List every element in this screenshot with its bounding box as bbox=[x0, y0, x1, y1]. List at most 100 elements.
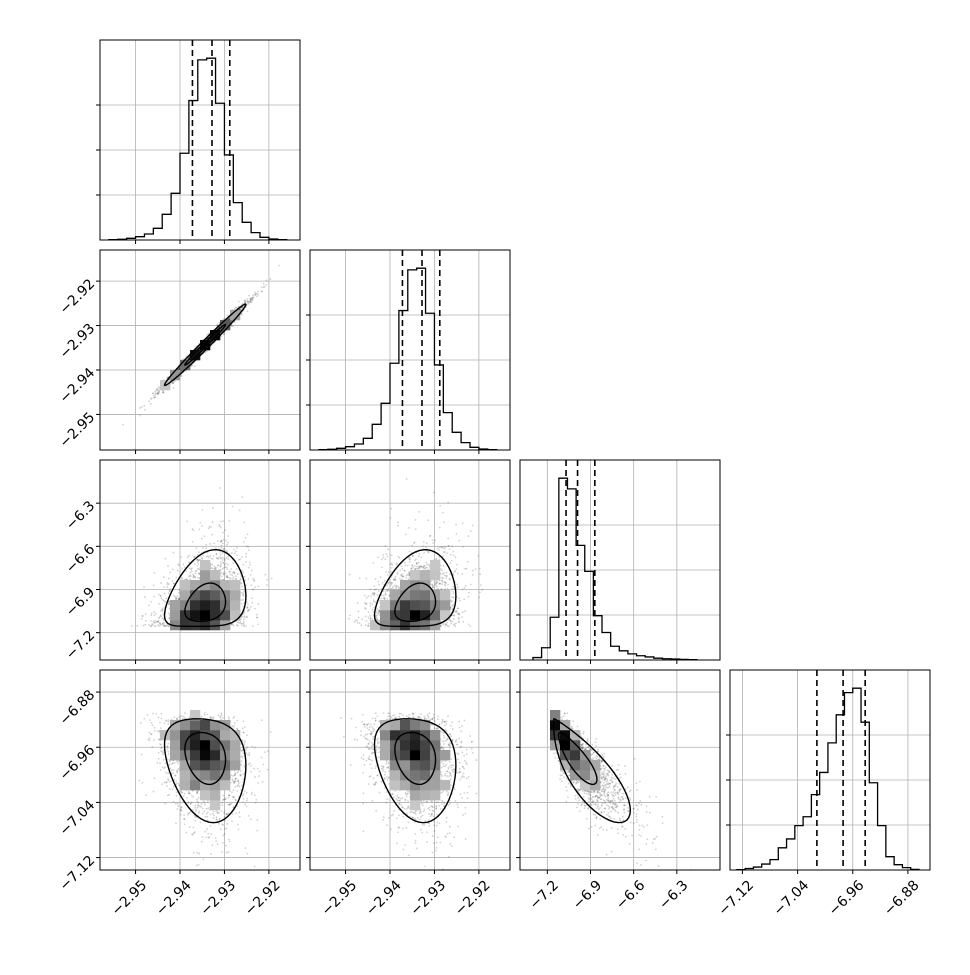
sample-point bbox=[159, 625, 161, 627]
sample-point bbox=[169, 588, 171, 590]
sample-point bbox=[256, 617, 258, 619]
sample-point bbox=[254, 608, 256, 610]
sample-point bbox=[219, 566, 221, 568]
sample-point bbox=[210, 558, 212, 560]
sample-point bbox=[173, 387, 175, 389]
sample-point bbox=[168, 625, 170, 627]
density-cell bbox=[230, 600, 240, 610]
density-cell bbox=[190, 580, 200, 590]
sample-point bbox=[247, 610, 249, 612]
sample-point bbox=[246, 545, 248, 547]
sample-point bbox=[223, 567, 225, 569]
sample-point bbox=[265, 280, 267, 282]
sample-point bbox=[143, 625, 145, 627]
sample-point bbox=[241, 496, 243, 498]
sample-point bbox=[261, 286, 263, 288]
sample-point bbox=[188, 555, 190, 557]
sample-point bbox=[247, 607, 249, 609]
sample-point bbox=[245, 301, 247, 303]
sample-point bbox=[265, 284, 267, 286]
sample-point bbox=[168, 603, 170, 605]
sample-point bbox=[152, 392, 154, 394]
sample-point bbox=[256, 295, 258, 297]
sample-point bbox=[178, 564, 180, 566]
sample-point bbox=[194, 365, 196, 367]
sample-point bbox=[212, 507, 214, 509]
sample-point bbox=[241, 624, 243, 626]
sample-point bbox=[205, 547, 207, 549]
sample-point bbox=[206, 350, 208, 352]
sample-point bbox=[199, 522, 201, 524]
sample-point bbox=[193, 529, 195, 531]
sample-point bbox=[221, 544, 223, 546]
sample-point bbox=[144, 624, 146, 626]
sample-point bbox=[158, 389, 160, 391]
sample-point bbox=[258, 585, 260, 587]
hist-panel-p1 bbox=[310, 250, 510, 450]
sample-point bbox=[173, 595, 175, 597]
sample-point bbox=[163, 619, 165, 621]
sample-point bbox=[143, 586, 145, 588]
sample-point bbox=[237, 624, 239, 626]
sample-point bbox=[218, 564, 220, 566]
sample-point bbox=[257, 294, 259, 296]
sample-point bbox=[197, 577, 199, 579]
sample-point bbox=[202, 557, 204, 559]
sample-point bbox=[233, 625, 235, 627]
sample-point bbox=[235, 575, 237, 577]
sample-point bbox=[244, 576, 246, 578]
sample-point bbox=[220, 336, 222, 338]
density-cell bbox=[190, 600, 200, 610]
sample-point bbox=[257, 623, 259, 625]
sample-point bbox=[254, 293, 256, 295]
sample-point bbox=[222, 543, 224, 545]
sample-point bbox=[190, 572, 192, 574]
sample-point bbox=[190, 575, 192, 577]
sample-point bbox=[169, 571, 171, 573]
sample-point bbox=[241, 592, 243, 594]
density-cell bbox=[210, 570, 220, 580]
sample-point bbox=[163, 576, 165, 578]
sample-point bbox=[178, 597, 180, 599]
density-cell bbox=[210, 580, 220, 590]
sample-point bbox=[220, 553, 222, 555]
sample-point bbox=[194, 563, 196, 565]
sample-point bbox=[256, 614, 258, 616]
sample-point bbox=[223, 549, 225, 551]
density-cell bbox=[170, 600, 180, 610]
density-cell bbox=[220, 610, 230, 620]
sample-point bbox=[209, 555, 211, 557]
sample-point bbox=[235, 550, 237, 552]
sample-point bbox=[455, 524, 457, 526]
sample-point bbox=[243, 590, 245, 592]
panel-frame bbox=[100, 40, 300, 240]
density-cell bbox=[200, 590, 210, 600]
sample-point bbox=[139, 415, 141, 417]
sample-point bbox=[219, 551, 221, 553]
sample-point bbox=[145, 620, 147, 622]
sample-point bbox=[218, 524, 220, 526]
sample-point bbox=[239, 622, 241, 624]
sample-point bbox=[158, 603, 160, 605]
hist-panel-p0 bbox=[100, 40, 300, 240]
sample-point bbox=[213, 555, 215, 557]
sample-point bbox=[243, 522, 245, 524]
sample-point bbox=[224, 549, 226, 551]
sample-point bbox=[226, 550, 228, 552]
sample-point bbox=[213, 542, 215, 544]
sample-point bbox=[153, 611, 155, 613]
sample-point bbox=[230, 573, 232, 575]
sample-point bbox=[231, 574, 233, 576]
sample-point bbox=[245, 561, 247, 563]
sample-point bbox=[221, 575, 223, 577]
sample-point bbox=[162, 610, 164, 612]
sample-point bbox=[256, 292, 258, 294]
sample-point bbox=[156, 621, 158, 623]
sample-point bbox=[261, 291, 263, 293]
sample-point bbox=[153, 584, 155, 586]
sample-point bbox=[192, 541, 194, 543]
sample-point bbox=[203, 535, 205, 537]
sample-point bbox=[225, 563, 227, 565]
sample-point bbox=[224, 559, 226, 561]
sample-point bbox=[157, 392, 159, 394]
